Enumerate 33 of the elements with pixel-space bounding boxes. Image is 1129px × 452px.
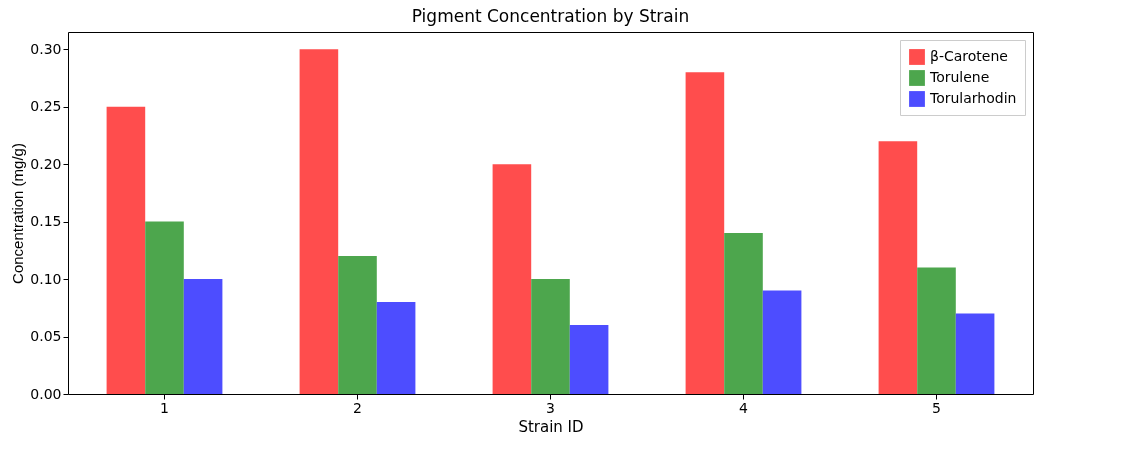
bar (762, 290, 802, 394)
y-tick-label: 0.15 (30, 213, 62, 230)
x-tick-label: 5 (932, 399, 941, 416)
y-tick-label: 0.05 (30, 328, 62, 345)
x-tick-label: 2 (353, 399, 362, 416)
bar (492, 164, 532, 394)
y-tick-label: 0.10 (30, 270, 62, 287)
y-tick-label: 0.30 (30, 40, 62, 57)
bar (338, 256, 377, 394)
y-axis-title: Concentration (mg/g) (9, 143, 27, 284)
bar (299, 49, 339, 394)
y-tick-label: 0.00 (30, 385, 62, 402)
x-tick-label: 1 (160, 399, 169, 416)
legend-label: β-Carotene (930, 48, 1008, 64)
y-tick-label: 0.20 (30, 155, 62, 172)
bar (955, 313, 995, 394)
x-tick-label: 4 (739, 399, 749, 416)
legend-label: Torularhodin (929, 90, 1017, 106)
bar (685, 72, 725, 394)
bar (917, 267, 956, 394)
bar (106, 106, 146, 394)
legend-label: Torulene (929, 69, 990, 85)
chart-title: Pigment Concentration by Strain (411, 6, 690, 26)
x-axis-title: Strain ID (518, 417, 584, 436)
bar (145, 221, 184, 394)
bar (183, 279, 223, 394)
x-tick-label: 3 (546, 399, 555, 416)
bar (724, 233, 763, 394)
y-tick-label: 0.25 (30, 98, 62, 115)
bar (376, 302, 416, 394)
bar (569, 325, 609, 394)
bar (878, 141, 918, 394)
bar (531, 279, 570, 394)
